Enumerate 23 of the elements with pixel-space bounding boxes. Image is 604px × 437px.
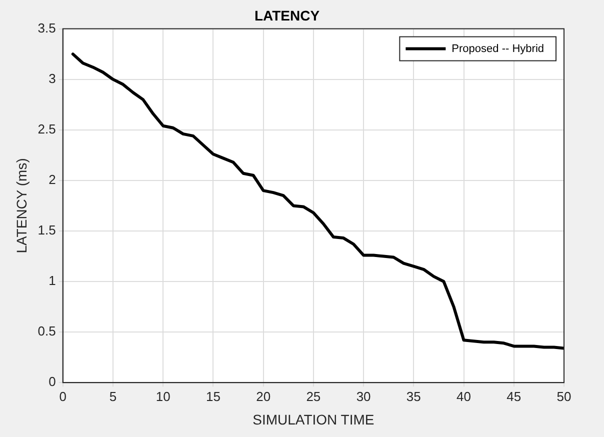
x-tick-label: 15 bbox=[206, 388, 220, 404]
y-tick-label: 1 bbox=[48, 273, 56, 288]
x-tick-label: 45 bbox=[506, 388, 522, 404]
x-tick-label: 0 bbox=[59, 388, 66, 404]
x-tick-label: 20 bbox=[256, 388, 271, 404]
legend-label: Proposed -- Hybrid bbox=[452, 42, 544, 55]
x-tick-label: 30 bbox=[356, 388, 371, 404]
y-axis-title: LATENCY (ms) bbox=[13, 158, 30, 254]
x-tick-label: 25 bbox=[306, 388, 321, 404]
x-tick-label: 5 bbox=[109, 388, 117, 404]
y-tick-label: 0.5 bbox=[38, 324, 56, 339]
x-axis-title: SIMULATION TIME bbox=[252, 411, 374, 428]
x-tick-label: 10 bbox=[156, 388, 170, 404]
y-tick-label: 1.5 bbox=[38, 222, 56, 238]
y-tick-label: 2.5 bbox=[38, 121, 56, 136]
x-tick-label: 40 bbox=[456, 388, 472, 404]
y-tick-label: 3.5 bbox=[38, 20, 56, 36]
y-tick-label: 0 bbox=[48, 374, 56, 390]
y-tick-label: 3 bbox=[48, 70, 56, 86]
y-tick-label: 2 bbox=[48, 172, 56, 188]
x-tick-label: 50 bbox=[556, 388, 572, 404]
x-tick-label: 35 bbox=[406, 388, 421, 404]
chart-title: LATENCY bbox=[254, 7, 320, 24]
